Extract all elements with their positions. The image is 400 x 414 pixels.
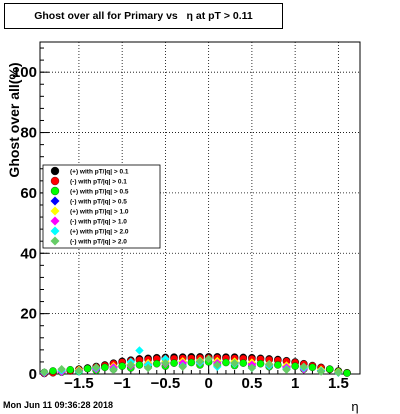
data-point — [161, 354, 170, 364]
data-point — [126, 360, 136, 370]
data-point — [334, 368, 343, 377]
legend-label: (-) with pT/|q| > 1.0 — [70, 219, 127, 226]
data-point — [239, 359, 247, 367]
data-point — [109, 365, 118, 374]
x-tick-label: −0.5 — [151, 375, 181, 392]
x-tick-label: 1.5 — [328, 375, 349, 392]
legend-marker — [50, 196, 60, 206]
legend-box — [42, 164, 161, 249]
legend-marker — [50, 176, 60, 186]
legend-label: (-) with pT/|q| > 0.5 — [70, 199, 127, 206]
data-point — [83, 364, 92, 373]
data-point — [274, 361, 282, 369]
legend-label: (-) with pT/|q| > 2.0 — [70, 239, 127, 246]
data-point — [57, 364, 66, 374]
legend-label: (-) with pT/|q| > 0.1 — [70, 179, 127, 186]
x-tick-label: 0.5 — [241, 375, 262, 392]
data-point — [343, 369, 351, 377]
x-tick-label: −1 — [114, 375, 131, 392]
data-point — [308, 363, 317, 372]
chart-title: Ghost over all for Primary vs η at pT > … — [34, 10, 253, 22]
legend-marker — [50, 206, 60, 216]
legend-marker — [50, 226, 60, 236]
data-point — [316, 367, 326, 376]
data-point — [153, 359, 161, 368]
legend-marker — [50, 166, 60, 176]
data-point — [92, 363, 101, 372]
data-point — [49, 367, 57, 375]
data-point — [135, 346, 144, 355]
data-point — [247, 363, 257, 373]
legend-label: (+) with pT/|q| > 0.5 — [70, 189, 129, 196]
chart-title-box: Ghost over all for Primary vs η at pT > … — [4, 3, 283, 29]
y-axis-title: Ghost over all(%) — [6, 62, 22, 177]
legend-label: (+) with pT/|q| > 1.0 — [70, 209, 129, 216]
data-point — [264, 360, 274, 369]
data-point — [195, 357, 205, 366]
x-axis-title: η — [351, 399, 358, 414]
data-point — [282, 365, 291, 374]
legend-marker — [50, 236, 60, 246]
y-tick-label: 20 — [20, 306, 37, 323]
data-point — [40, 367, 49, 377]
y-tick-label: 40 — [20, 245, 37, 262]
data-point — [291, 362, 299, 370]
legend-marker — [50, 216, 60, 226]
data-point — [74, 366, 84, 376]
data-point — [325, 365, 334, 373]
data-point — [256, 359, 265, 368]
data-point — [230, 358, 239, 368]
legend-marker — [50, 186, 60, 196]
x-tick-label: −1.5 — [64, 375, 94, 392]
y-tick-label: 80 — [20, 125, 37, 142]
data-point — [187, 358, 196, 367]
timestamp: Mon Jun 11 09:36:28 2018 — [3, 400, 114, 410]
y-tick-label: 100 — [12, 64, 37, 81]
legend-label: (+) with pT/|q| > 0.1 — [70, 169, 129, 176]
data-point — [135, 361, 144, 369]
data-point — [222, 358, 230, 367]
data-point — [213, 360, 222, 370]
data-point — [143, 363, 153, 373]
x-tick-label: 0 — [204, 375, 212, 392]
x-tick-label: 1 — [291, 375, 299, 392]
y-tick-label: 60 — [20, 185, 37, 202]
data-point — [161, 358, 170, 368]
y-tick-label: 0 — [29, 366, 37, 383]
data-point — [178, 362, 187, 371]
data-point — [299, 362, 308, 371]
data-point — [66, 366, 75, 374]
legend-label: (+) with pT/|q| > 2.0 — [70, 229, 129, 236]
data-point — [170, 359, 178, 367]
data-point — [204, 354, 213, 364]
data-point — [101, 363, 109, 372]
data-point — [118, 362, 126, 370]
